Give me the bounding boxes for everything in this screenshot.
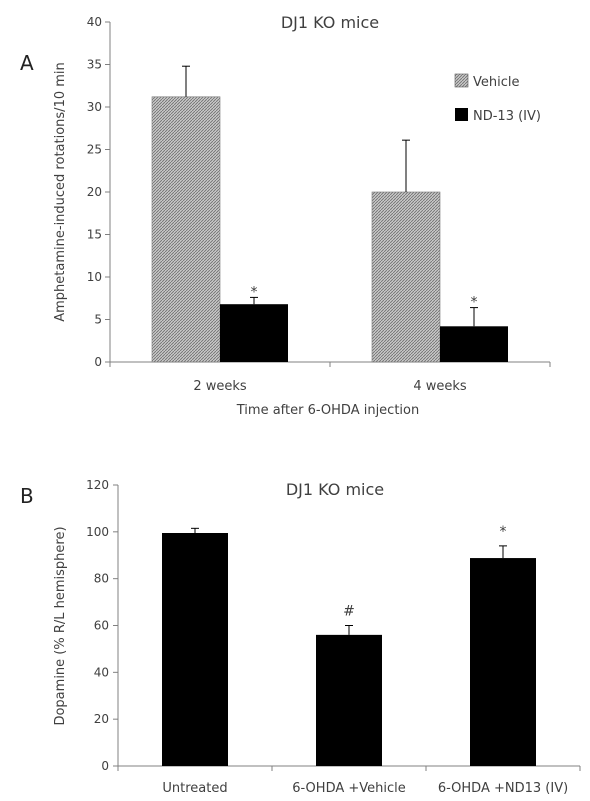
legend-swatch-nd13	[455, 108, 468, 121]
chart-b-error-bar	[191, 527, 199, 534]
chart-a-significance-mark: *	[471, 295, 478, 311]
chart-a-y-tick-label: 25	[87, 143, 102, 157]
chart-a-bar-nd13-2	[440, 326, 508, 362]
chart-a-y-tick-label: 5	[94, 313, 102, 327]
chart-b-y-tick-label: 100	[86, 525, 109, 539]
chart-a-y-tick-label: 0	[94, 355, 102, 369]
chart-b: B DJ1 KO mice Dopamine (% R/L hemisphere…	[20, 478, 581, 796]
chart-b-x-tick-label: 6-OHDA +ND13 (IV)	[438, 781, 568, 796]
chart-a-y-tick-label: 15	[87, 228, 102, 242]
chart-b-x-tick-label: 6-OHDA +Vehicle	[292, 781, 406, 796]
chart-a-bar-vehicle-1	[151, 96, 221, 363]
chart-b-significance-mark: #	[343, 604, 355, 620]
chart-b-y-tick-label: 80	[94, 572, 109, 586]
legend-label-nd13: ND-13 (IV)	[473, 109, 541, 124]
chart-a-x-axis-title: Time after 6-OHDA injection	[236, 403, 419, 418]
chart-a-title: DJ1 KO mice	[281, 13, 379, 32]
chart-a-error-bar	[250, 296, 258, 305]
chart-b-significance-mark: *	[500, 524, 507, 540]
chart-a-y-tick-label: 20	[87, 185, 102, 199]
chart-b-y-tick-label: 20	[94, 712, 109, 726]
legend-label-vehicle: Vehicle	[473, 75, 520, 90]
chart-b-bar-2	[316, 634, 382, 766]
chart-b-y-axis-title: Dopamine (% R/L hemisphere)	[53, 526, 68, 725]
chart-b-error-bar	[345, 625, 353, 635]
chart-b-y-tick-label: 60	[94, 619, 109, 633]
chart-a-y-tick-label: 35	[87, 58, 102, 72]
chart-a-x-tick-label: 2 weeks	[193, 379, 247, 394]
chart-b-title: DJ1 KO mice	[286, 480, 384, 499]
chart-b-bar-1	[162, 533, 228, 766]
chart-a-y-tick-label: 40	[87, 15, 102, 29]
chart-a-y-tick-label: 10	[87, 270, 102, 284]
chart-a: A DJ1 KO mice Amphetamine-induced rotati…	[20, 13, 551, 418]
chart-a-y-tick-label: 30	[87, 100, 102, 114]
legend-swatch-vehicle	[454, 73, 469, 88]
chart-a-error-bar	[402, 139, 410, 192]
chart-a-x-tick-label: 4 weeks	[413, 379, 467, 394]
chart-a-legend: Vehicle ND-13 (IV)	[454, 73, 541, 124]
chart-a-significance-mark: *	[251, 284, 258, 300]
chart-b-y-tick-label: 120	[86, 478, 109, 492]
chart-a-y-axis-title: Amphetamine-induced rotations/10 min	[53, 62, 68, 322]
chart-b-y-tick-label: 40	[94, 665, 109, 679]
chart-b-x-tick-label: Untreated	[162, 781, 227, 796]
chart-a-bar-nd13-1	[220, 304, 288, 362]
chart-a-error-bar	[470, 307, 478, 327]
chart-b-panel-label: B	[20, 484, 34, 508]
chart-a-bar-vehicle-2	[371, 191, 441, 363]
chart-b-y-tick-label: 0	[101, 759, 109, 773]
chart-b-error-bar	[499, 545, 507, 559]
chart-b-bar-3	[470, 558, 536, 766]
chart-a-error-bar	[182, 65, 190, 97]
chart-a-panel-label: A	[20, 51, 34, 75]
